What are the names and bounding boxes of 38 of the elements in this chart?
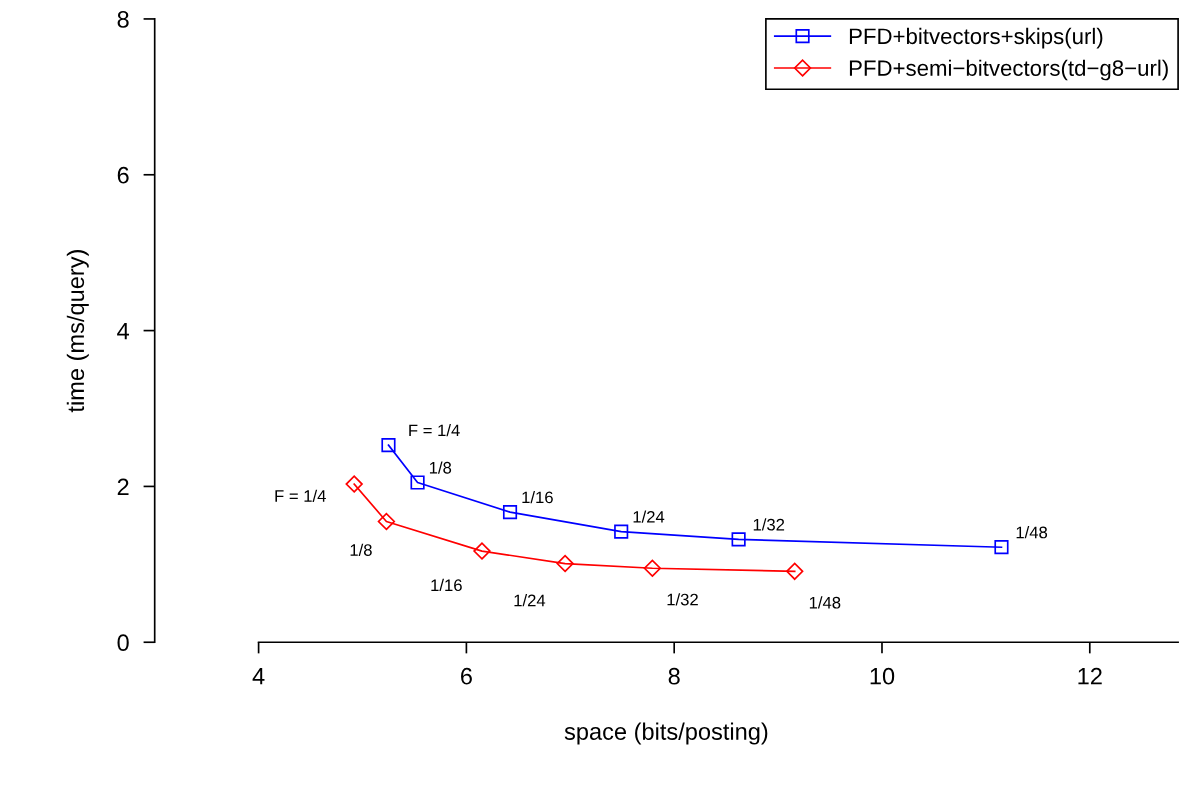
point [345,475,363,493]
point [410,475,425,490]
annotation: 1/24 [633,510,665,523]
annotation: 1/8 [429,461,452,474]
point [377,512,396,531]
legend-label: PFD+bitvectors+skips(url) [849,27,1103,49]
point [731,532,746,547]
point [502,505,518,520]
point [473,542,491,560]
x-tick-label: 10 [870,667,895,685]
y-axis-title: time (ms/query) [66,250,89,413]
point [614,524,629,539]
x-tick-label: 6 [461,667,472,685]
point [643,559,662,577]
annotation: 1/48 [809,596,841,609]
y-tick-label: 0 [117,634,129,652]
y-tick-label: 6 [117,166,129,184]
y-tick-label: 2 [117,478,129,495]
x-tick-label: 12 [1078,667,1102,685]
annotation: 1/16 [522,491,553,504]
annotation: 1/32 [667,593,698,606]
annotation: 1/48 [1016,526,1048,539]
legend-label: PFD+semi−bitvectors(td−g8−url) [849,59,1168,81]
y-tick-label: 4 [117,322,130,340]
x-axis-title: space (bits/posting) [564,722,768,745]
point [994,540,1009,555]
x-tick-label: 8 [668,667,680,685]
annotation: F = 1/4 [275,489,326,502]
point [381,438,396,453]
point [556,554,574,573]
annotation: 1/24 [514,594,546,607]
annotation: 1/32 [753,518,785,531]
x-tick-label: 4 [252,668,265,685]
annotation: 1/8 [350,543,372,556]
annotation: F = 1/4 [409,424,460,437]
y-tick-label: 8 [117,11,129,28]
point [786,562,804,581]
annotation: 1/16 [431,578,462,592]
